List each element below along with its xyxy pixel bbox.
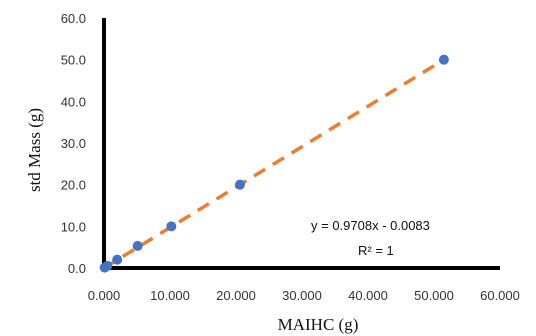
y-tick-label: 40.0 [61,94,86,109]
data-point [234,179,245,190]
data-point [132,240,143,251]
trendline [103,58,445,270]
x-tick-label: 50.000 [414,288,454,303]
trendline-equation: y = 0.9708x - 0.0083 [311,218,430,233]
x-tick-label: 20.000 [216,288,256,303]
x-axis-tick-labels: 0.000 10.000 20.000 30.000 40.000 50.000 60.00… [88,288,520,303]
y-tick-label: 30.0 [61,136,86,151]
x-tick-label: 40.000 [348,288,388,303]
x-axis-title: MAIHC (g) [278,315,359,334]
y-tick-label: 10.0 [61,219,86,234]
x-tick-label: 30.000 [282,288,322,303]
y-tick-label: 50.0 [61,53,86,68]
data-point [166,221,177,232]
y-axis-tick-labels: 0.0 10.0 20.0 30.0 40.0 50.0 60.0 [61,11,86,276]
x-tick-label: 10.000 [150,288,190,303]
x-tick-label: 0.000 [88,288,121,303]
y-tick-label: 20.0 [61,178,86,193]
y-tick-label: 60.0 [61,11,86,26]
r-squared-label: R² = 1 [358,243,394,258]
y-tick-label: 0.0 [68,261,86,276]
data-points [99,54,449,273]
x-tick-label: 60.000 [480,288,520,303]
data-point [102,260,113,271]
y-axis-title: std Mass (g) [25,108,44,192]
data-point [112,254,123,265]
data-point [438,54,449,65]
